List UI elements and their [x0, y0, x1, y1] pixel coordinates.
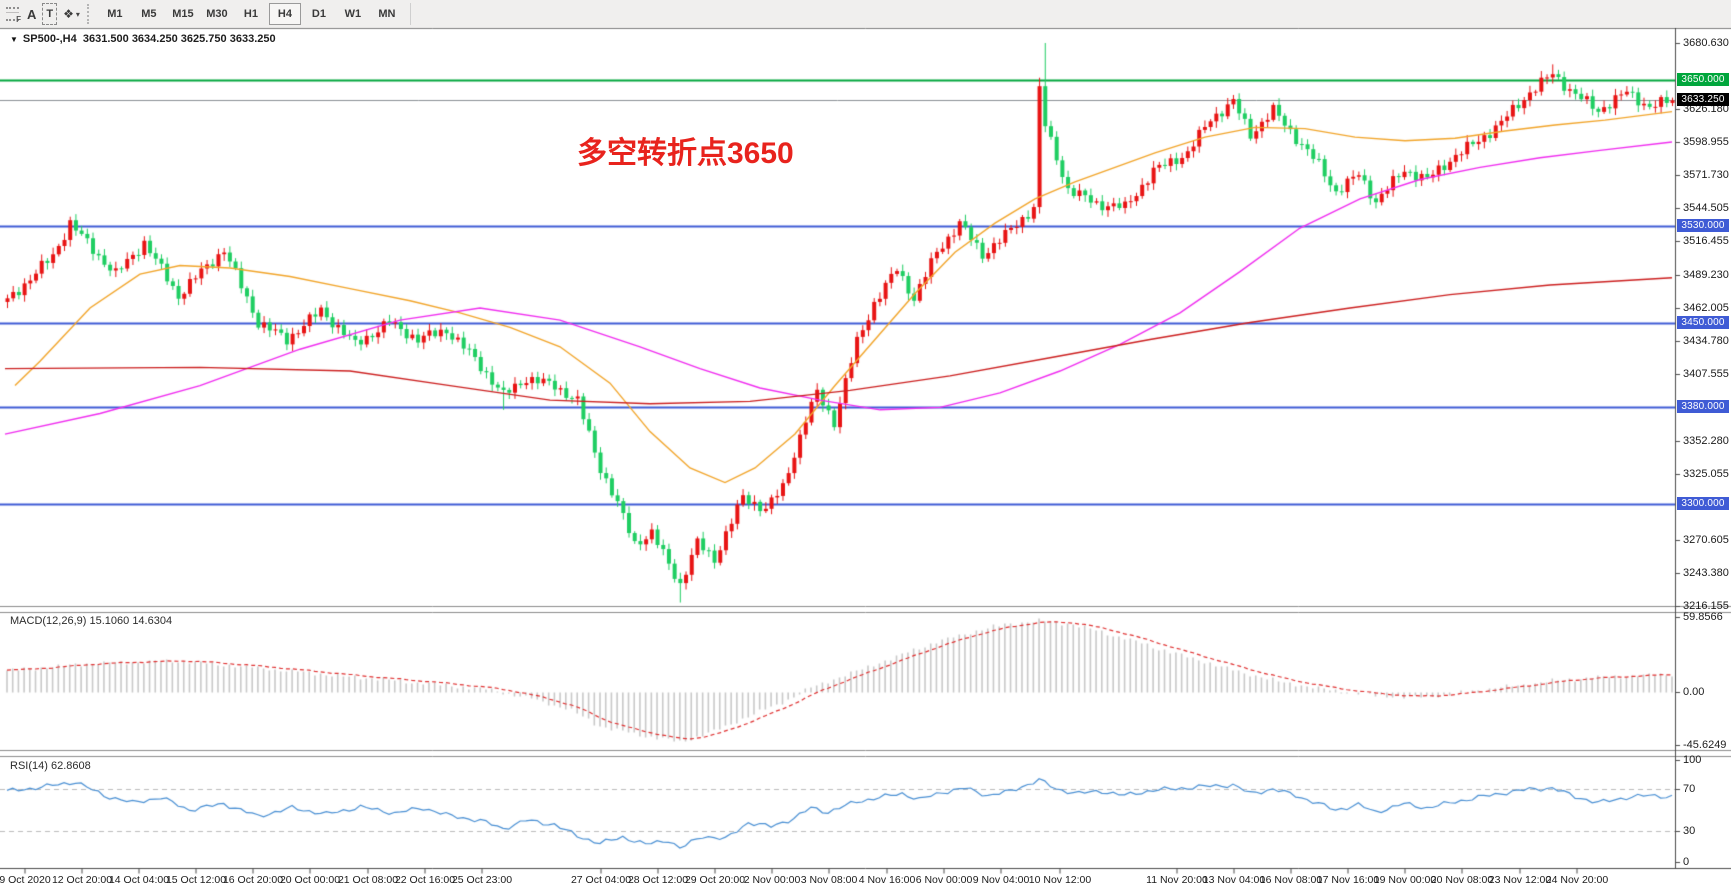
time-tick-label: 20 Oct 00:00 [279, 874, 341, 886]
bar-high: 3634.250 [131, 33, 178, 45]
time-tick-label: 10 Nov 12:00 [1028, 874, 1092, 886]
time-tick-label: 15 Oct 12:00 [165, 874, 227, 886]
time-tick-label: 19 Nov 00:00 [1373, 874, 1437, 886]
time-tick-label: 25 Oct 23:00 [451, 874, 513, 886]
macd-axis-label: 59.8566 [1683, 611, 1723, 623]
price-tick-label: 3352.280 [1683, 435, 1729, 447]
macd-signal-value: 14.6304 [132, 615, 173, 627]
price-tick-label: 3243.380 [1683, 567, 1729, 579]
symbol-header[interactable]: ▼ SP500-,H4 3631.500 3634.250 3625.750 36… [10, 33, 276, 45]
price-line-tag: 3450.000 [1677, 315, 1729, 329]
time-tick-label: 28 Oct 12:00 [627, 874, 689, 886]
macd-main-value: 15.1060 [89, 615, 130, 627]
macd-axis-label: -45.6249 [1683, 739, 1727, 751]
chart-text-annotation[interactable]: 多空转折点3650 [577, 137, 794, 170]
price-tick-label: 3598.955 [1683, 136, 1729, 148]
time-tick-label: 3 Nov 08:00 [800, 874, 858, 886]
rsi-axis-label: 100 [1683, 754, 1702, 766]
collapse-triangle-icon[interactable]: ▼ [10, 35, 18, 44]
time-tick-label: 14 Oct 04:00 [108, 874, 170, 886]
price-line-tag: 3380.000 [1677, 400, 1729, 414]
rsi-value: 62.8608 [50, 760, 91, 772]
price-tick-label: 3680.630 [1683, 37, 1729, 49]
time-tick-label: 11 Nov 20:00 [1146, 874, 1208, 886]
time-tick-label: 27 Oct 04:00 [570, 874, 632, 886]
price-tick-label: 3571.730 [1683, 169, 1729, 181]
price-line-tag: 3530.000 [1677, 218, 1729, 232]
price-tick-label: 3325.055 [1683, 468, 1729, 480]
time-tick-label: 23 Nov 12:00 [1488, 874, 1552, 886]
time-tick-label: 4 Nov 16:00 [858, 874, 916, 886]
macd-indicator-label: MACD(12,26,9) 15.1060 14.6304 [10, 615, 173, 627]
price-tick-label: 3516.455 [1683, 235, 1729, 247]
time-tick-label: 13 Nov 04:00 [1202, 874, 1266, 886]
symbol-name: SP500-,H4 [22, 33, 77, 45]
time-tick-label: 21 Oct 08:00 [337, 874, 399, 886]
bar-close: 3633.250 [229, 33, 276, 45]
time-tick-label: 12 Oct 20:00 [51, 874, 113, 886]
bar-low: 3625.750 [180, 33, 227, 45]
price-line-tag: 3300.000 [1677, 497, 1729, 511]
price-line-tag: 3650.000 [1677, 73, 1729, 87]
price-tick-label: 3434.780 [1683, 335, 1729, 347]
time-tick-label: 17 Nov 16:00 [1316, 874, 1380, 886]
time-tick-label: 22 Oct 16:00 [394, 874, 456, 886]
time-tick-label: 16 Oct 20:00 [222, 874, 284, 886]
time-tick-label: 29 Oct 20:00 [684, 874, 746, 886]
price-tick-label: 3270.605 [1683, 534, 1729, 546]
price-line-tag: 3633.250 [1677, 93, 1729, 107]
price-tick-label: 3407.555 [1683, 368, 1729, 380]
macd-axis-label: 0.00 [1683, 686, 1705, 698]
time-tick-label: 16 Nov 08:00 [1259, 874, 1323, 886]
price-tick-label: 3216.155 [1683, 600, 1729, 612]
time-tick-label: 2 Nov 00:00 [743, 874, 801, 886]
rsi-axis-label: 30 [1683, 825, 1696, 837]
rsi-indicator-label: RSI(14) 62.8608 [10, 760, 91, 772]
time-tick-label: 9 Nov 04:00 [972, 874, 1030, 886]
time-tick-label: 6 Nov 00:00 [915, 874, 973, 886]
time-tick-label: 20 Nov 08:00 [1430, 874, 1494, 886]
rsi-axis-label: 0 [1683, 856, 1690, 868]
price-tick-label: 3462.005 [1683, 302, 1729, 314]
price-tick-label: 3544.505 [1683, 202, 1729, 214]
rsi-axis-label: 70 [1683, 783, 1696, 795]
bar-open: 3631.500 [82, 33, 129, 45]
time-tick-label: 9 Oct 2020 [0, 874, 51, 886]
time-tick-label: 24 Nov 20:00 [1545, 874, 1609, 886]
price-tick-label: 3489.230 [1683, 269, 1729, 281]
